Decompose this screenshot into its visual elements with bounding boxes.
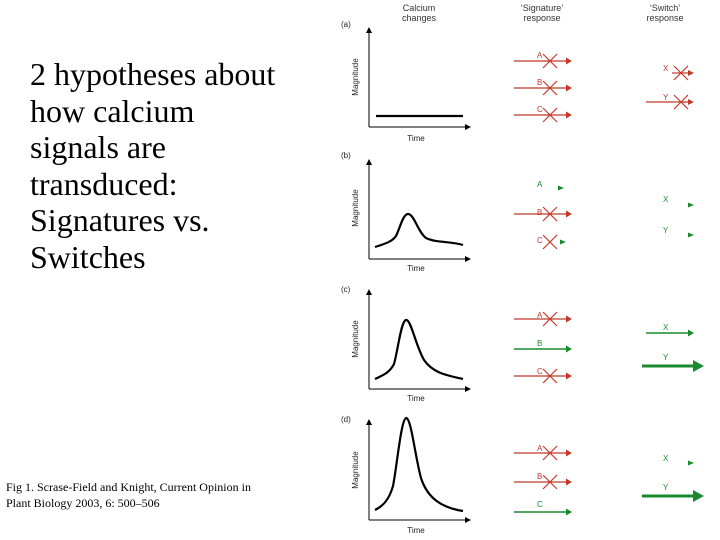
switch-label-y: Y xyxy=(663,226,669,235)
arrowhead xyxy=(566,84,572,92)
arrowhead xyxy=(688,329,694,337)
arrowhead xyxy=(566,508,572,516)
y-axis-label: Magnitude xyxy=(351,58,360,96)
blocked-cross-icon xyxy=(673,94,689,110)
arrowhead xyxy=(566,372,572,380)
signature-responses-b: A B C xyxy=(514,180,572,250)
signature-responses-d: A B C xyxy=(514,444,572,516)
arrowhead xyxy=(688,99,694,105)
caption-line: Fig 1. Scrase-Field and Knight, Current … xyxy=(6,480,251,494)
y-axis-label: Magnitude xyxy=(351,320,360,358)
signature-label-b: B xyxy=(537,472,542,481)
blocked-cross-icon xyxy=(542,53,558,69)
weak-arrowhead xyxy=(688,202,694,208)
title-line: Signatures vs. xyxy=(30,202,210,238)
calcium-trace xyxy=(374,212,464,249)
title-line: Switches xyxy=(30,238,146,275)
signature-label-c: C xyxy=(537,105,543,114)
y-axis-label: Magnitude xyxy=(351,189,360,227)
header-signature-line2: response xyxy=(523,13,560,23)
x-axis-label: Time xyxy=(407,526,425,535)
signature-responses-a: A B C xyxy=(514,51,572,123)
title-line: transduced: xyxy=(30,165,178,202)
switch-label-x: X xyxy=(663,454,669,463)
signature-label-c: C xyxy=(537,367,543,376)
blocked-cross-icon xyxy=(542,368,558,384)
x-axis-label: Time xyxy=(407,134,425,143)
header-switch-line2: response xyxy=(646,13,683,23)
arrowhead xyxy=(688,70,694,76)
panel-d: (d) Magnitude Time xyxy=(341,415,471,535)
signature-label-b: B xyxy=(537,339,542,348)
switch-label-y: Y xyxy=(663,93,669,102)
signature-responses-c: A B C xyxy=(514,311,572,384)
signature-label-b: B xyxy=(537,78,542,87)
panel-b: (b) Magnitude Time xyxy=(341,151,471,273)
weak-arrowhead xyxy=(688,460,694,466)
arrowhead xyxy=(566,111,572,119)
title-line: 2 hypotheses about xyxy=(30,56,276,92)
figure-caption: Fig 1. Scrase-Field and Knight, Current … xyxy=(6,479,326,511)
signature-label-c: C xyxy=(537,236,543,245)
panel-a: (a) Magnitude Time xyxy=(341,20,471,143)
switch-responses-a: X Y xyxy=(646,64,694,110)
panel-c: (c) Magnitude Time xyxy=(341,285,471,403)
title-line: signals are xyxy=(30,129,166,165)
title-line: how calcium xyxy=(30,92,195,129)
signature-label-b: B xyxy=(537,208,542,217)
slide-title: 2 hypotheses about how calcium signals a… xyxy=(30,56,330,275)
blocked-cross-icon xyxy=(542,445,558,461)
panel-label: (b) xyxy=(341,151,351,160)
header-switch-line1: ‘Switch’ xyxy=(650,3,681,13)
panel-label: (c) xyxy=(341,285,351,294)
switch-label-x: X xyxy=(663,323,669,332)
header-calcium-line1: Calcium xyxy=(403,3,436,13)
panel-label: (d) xyxy=(341,415,351,424)
blocked-cross-icon xyxy=(542,234,558,250)
y-axis-label: Magnitude xyxy=(351,451,360,489)
weak-arrowhead xyxy=(688,232,694,238)
header-calcium-line2: changes xyxy=(402,13,437,23)
switch-label-y: Y xyxy=(663,483,669,492)
x-axis-label: Time xyxy=(407,394,425,403)
calcium-trace xyxy=(374,416,464,513)
arrowhead xyxy=(566,345,572,353)
panel-label: (a) xyxy=(341,20,351,29)
weak-arrowhead xyxy=(560,239,566,245)
switch-label-x: X xyxy=(663,64,669,73)
weak-arrowhead xyxy=(558,185,564,191)
x-axis-label: Time xyxy=(407,264,425,273)
arrowhead xyxy=(566,315,572,323)
signature-label-c: C xyxy=(537,500,543,509)
signature-label-a: A xyxy=(537,180,543,189)
switch-responses-b: X Y xyxy=(663,195,694,238)
arrowhead xyxy=(566,57,572,65)
arrowhead xyxy=(693,490,704,502)
calcium-trace xyxy=(374,318,464,381)
blocked-cross-icon xyxy=(673,65,689,81)
blocked-cross-icon xyxy=(542,80,558,96)
switch-label-x: X xyxy=(663,195,669,204)
header-signature-line1: ‘Signature’ xyxy=(521,3,564,13)
arrowhead xyxy=(693,360,704,372)
signature-label-a: A xyxy=(537,444,543,453)
switch-responses-c: X Y xyxy=(642,323,704,372)
caption-line: Plant Biology 2003, 6: 500–506 xyxy=(6,496,160,510)
arrowhead xyxy=(566,210,572,218)
arrowhead xyxy=(566,449,572,457)
switch-responses-d: X Y xyxy=(642,454,704,502)
blocked-cross-icon xyxy=(542,107,558,123)
arrowhead xyxy=(566,478,572,486)
blocked-cross-icon xyxy=(542,206,558,222)
blocked-cross-icon xyxy=(542,474,558,490)
signature-label-a: A xyxy=(537,51,543,60)
blocked-cross-icon xyxy=(542,311,558,327)
switch-label-y: Y xyxy=(663,353,669,362)
signature-label-a: A xyxy=(537,311,543,320)
